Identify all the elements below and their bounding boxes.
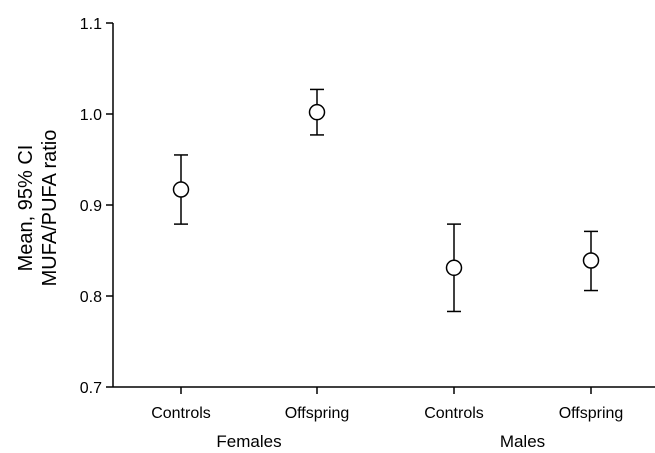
y-axis-label-line-1: Mean, 95% CI — [15, 145, 37, 272]
y-tick-label: 0.7 — [80, 380, 102, 397]
y-axis-label-line-2: MUFA/PUFA ratio — [39, 130, 61, 287]
data-points — [172, 88, 600, 313]
x-category-label: Controls — [151, 405, 211, 422]
x-group-label: Females — [216, 432, 281, 451]
x-labels: Controls Offspring Controls OffspringFemale… — [151, 387, 623, 451]
x-category-label: Offspring — [559, 405, 624, 422]
x-category-label: Controls — [424, 405, 484, 422]
y-ticks: 0.7 0.8 0.9 1.0 1.1 — [80, 16, 113, 397]
mean-marker — [582, 252, 600, 269]
x-group-label: Males — [500, 432, 545, 451]
mean-marker — [445, 259, 463, 277]
x-category-label: Offspring — [285, 405, 350, 422]
y-axis-label: Mean, 95% CI MUFA/PUFA ratio — [15, 130, 61, 287]
y-tick-label: 1.1 — [80, 16, 102, 33]
mean-marker — [308, 103, 326, 121]
y-tick-label: 0.8 — [80, 289, 102, 306]
y-tick-label: 1.0 — [80, 107, 102, 124]
y-tick-label: 0.9 — [80, 198, 102, 215]
axes — [112, 23, 655, 388]
mean-marker — [172, 181, 190, 198]
